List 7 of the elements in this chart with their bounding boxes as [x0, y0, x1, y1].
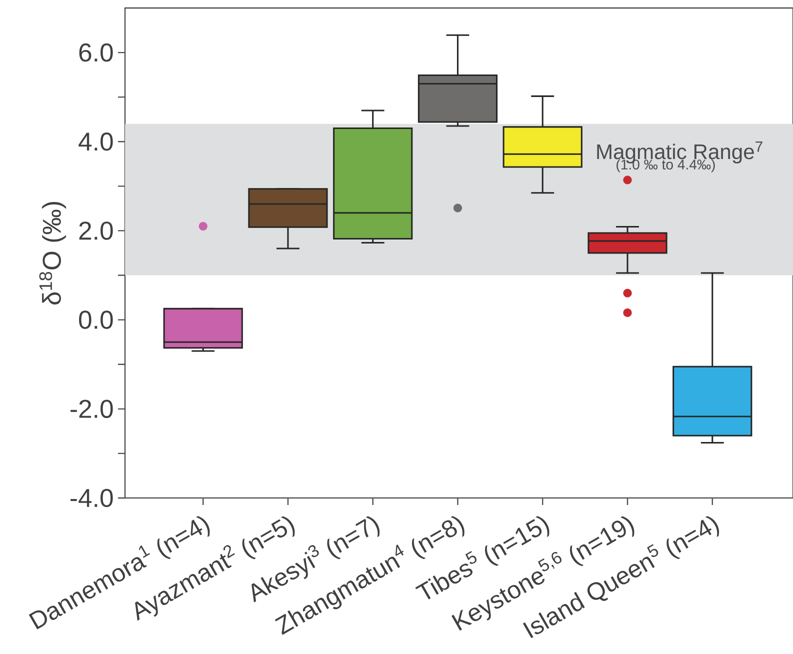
y-tick-label: -4.0 [70, 488, 113, 508]
y-tick-label: 2.0 [79, 222, 113, 240]
y-tick-label: 0.0 [79, 310, 113, 329]
y-tick-label: 4.0 [78, 132, 113, 151]
y-tick-label: -2.0 [70, 400, 113, 418]
y-tick-label: 6.0 [79, 43, 113, 62]
y-axis-title: δ$^{18}$O (‰) [39, 202, 66, 304]
